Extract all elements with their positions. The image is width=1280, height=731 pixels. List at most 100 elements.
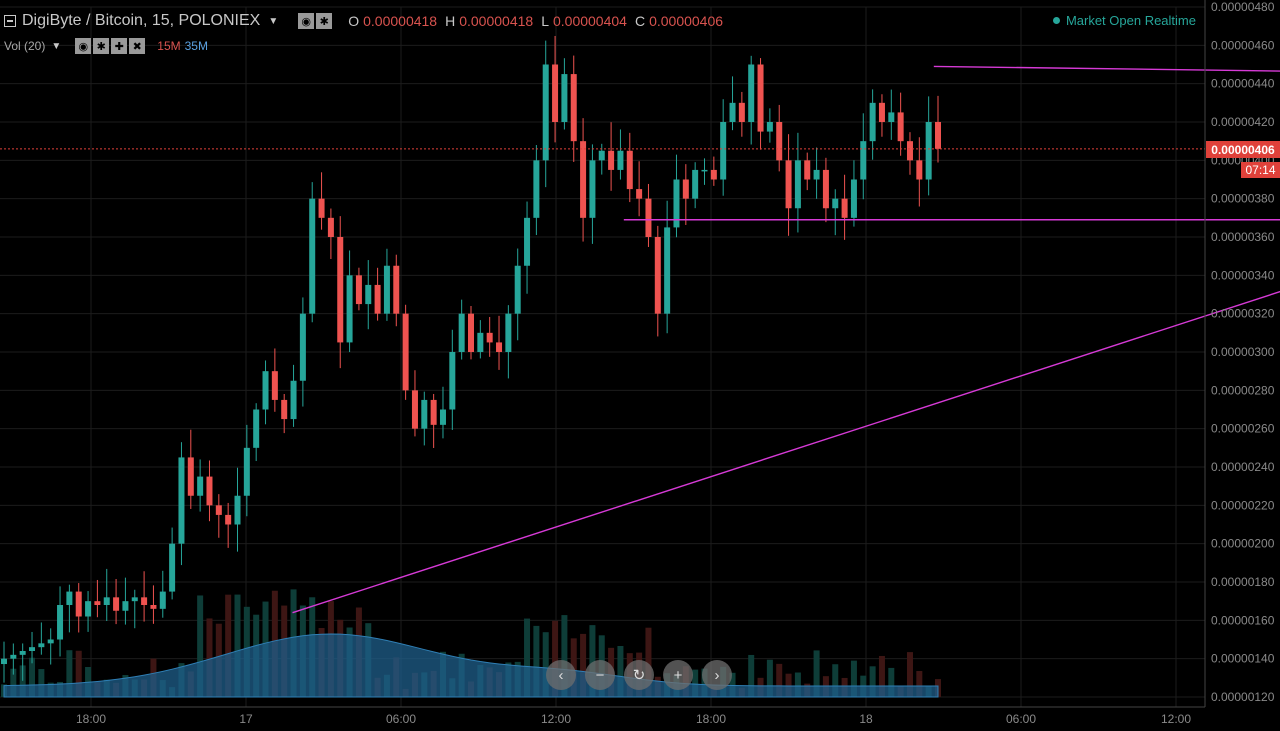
volume-bar [533,625,540,697]
candle-body [402,313,409,391]
volume-bar [10,668,17,697]
candle-body [794,160,801,209]
x-tick-label: 18:00 [696,712,726,726]
symbol-title[interactable]: DigiByte / Bitcoin, 15, POLONIEX [22,12,261,29]
candle-body [355,275,362,305]
volume-bar [748,654,755,697]
volume-bar [206,618,213,697]
candle-body [561,74,568,122]
x-tick-label: 12:00 [1161,712,1191,726]
volume-bar [225,594,232,697]
volume-bar [869,666,876,697]
candle-body [860,141,867,180]
y-tick-label: 0.00000440 [1211,77,1275,91]
candle-body [29,647,36,651]
chevron-down-icon[interactable]: ▼ [268,15,279,27]
candle-body [225,514,232,525]
volume-bar [75,650,82,697]
y-tick-label: 0.00000460 [1211,38,1275,52]
volume-bar [561,615,568,697]
y-tick-label: 0.00000220 [1211,498,1275,512]
candle-body [206,476,213,506]
volume-bar [785,673,792,697]
reset-icon[interactable]: ↻ [624,660,654,690]
volume-bar [850,660,857,697]
candle-body [262,371,269,410]
candle-body [514,265,521,314]
zoom-out-icon[interactable]: − [585,660,615,690]
candle-body [598,150,605,161]
candle-body [281,399,288,420]
candle-body [626,150,633,190]
close-value: 0.00000406 [649,13,724,29]
y-tick-label: 0.00000300 [1211,345,1275,359]
volume-bar [38,669,45,697]
candle-body [654,237,661,314]
candle-body [785,160,792,209]
chevron-down-icon[interactable]: ▼ [51,40,62,52]
chart-header: DigiByte / Bitcoin, 15, POLONIEX ▼ ◉ ✱ O… [4,10,727,32]
candle-body [374,284,381,314]
close-icon[interactable]: ✖ [129,38,146,54]
y-tick-label: 0.00000260 [1211,422,1275,436]
candle-body [57,605,64,640]
candle-body [486,332,493,343]
zoom-in-icon[interactable]: + [663,660,693,690]
gear-icon[interactable]: ✱ [93,38,110,54]
candle-body [533,160,540,218]
candle-body [570,74,577,142]
plus-icon[interactable]: ✚ [111,38,128,54]
volume-bar [906,652,913,697]
volume-35m-value: 35M [184,39,208,53]
candle-body [430,399,437,425]
candle-body [636,189,643,199]
gear-icon[interactable]: ✱ [316,13,333,29]
eye-icon[interactable]: ◉ [75,38,92,54]
candle-body [47,639,54,644]
candle-body [393,265,400,314]
x-tick-label: 12:00 [541,712,571,726]
trendlines[interactable] [292,65,1280,614]
candle-body [365,284,372,305]
market-status-label: Market Open Realtime [1065,13,1196,28]
close-key: C [634,13,646,29]
volume-indicator-label[interactable]: Vol (20) [4,39,46,53]
candle-body [869,102,876,142]
candle-body [589,160,596,218]
candle-body [916,160,923,180]
chart-navigation: ‹ − ↻ + › [546,660,732,690]
y-tick-label: 0.00000240 [1211,460,1275,474]
y-tick-label: 0.00000360 [1211,230,1275,244]
candle-body [925,122,932,180]
chevron-left-icon[interactable]: ‹ [546,660,576,690]
candle-body [197,476,204,496]
volume-bar [66,650,73,697]
y-tick-label: 0.00000160 [1211,613,1275,627]
volume-ma-area [3,633,939,698]
y-tick-label: 0.00000340 [1211,268,1275,282]
candle-body [1,658,7,665]
candle-body [150,605,157,609]
menu-square-icon[interactable] [4,15,16,27]
candle-body [10,654,17,659]
high-key: H [445,13,456,29]
ohlc-readout: O 0.00000418 H 0.00000418 L 0.00000404 C… [348,13,727,29]
chevron-right-icon[interactable]: › [702,660,732,690]
candle-body [234,495,241,525]
candle-body [776,122,783,161]
trendline-rising-support[interactable] [292,80,1280,614]
volume-bar [542,632,549,697]
y-tick-label: 0.00000140 [1211,652,1275,666]
y-tick-label: 0.00000120 [1211,690,1275,704]
low-value: 0.00000404 [552,13,627,29]
volume-pane [1,589,941,698]
candle-body [720,122,727,180]
trendline-upper-resistance[interactable] [933,65,1280,79]
eye-icon[interactable]: ◉ [298,13,315,29]
candle-body [421,399,428,429]
x-tick-label: 18:00 [76,712,106,726]
open-value: 0.00000418 [363,13,438,29]
y-tick-label: 0.00000200 [1211,537,1275,551]
candle-body [841,198,848,218]
